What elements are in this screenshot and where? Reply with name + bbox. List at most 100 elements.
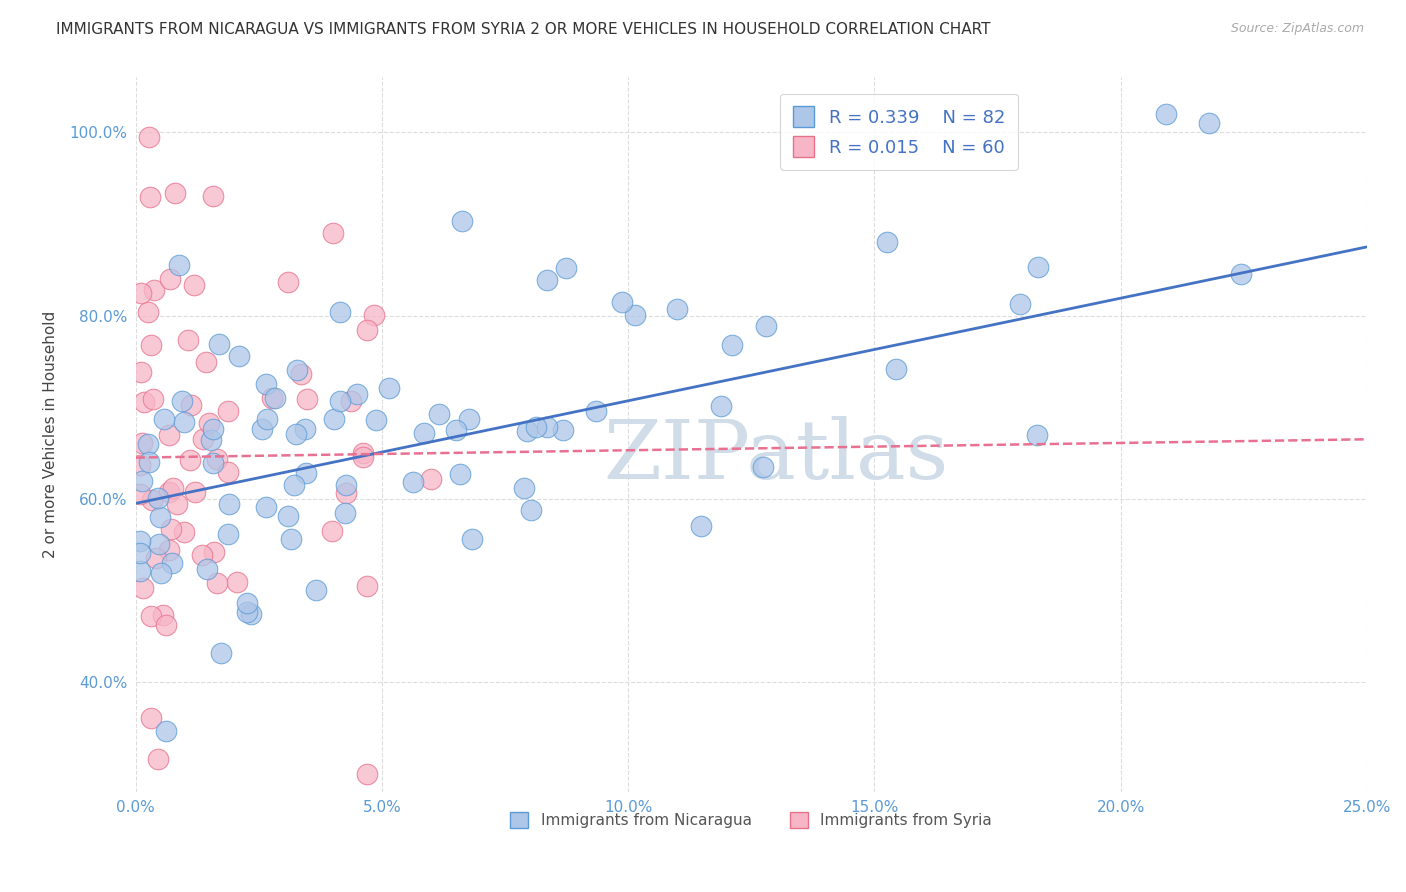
Point <box>217 465 239 479</box>
Point <box>236 596 259 610</box>
Point <box>277 275 299 289</box>
Text: Source: ZipAtlas.com: Source: ZipAtlas.com <box>1230 22 1364 36</box>
Point <box>585 404 607 418</box>
Point <box>217 403 239 417</box>
Point <box>205 452 228 467</box>
Point <box>228 349 250 363</box>
Point <box>138 455 160 469</box>
Point <box>451 214 474 228</box>
Point <box>159 522 181 536</box>
Point <box>191 548 214 562</box>
Point <box>280 532 302 546</box>
Point <box>329 305 352 319</box>
Point <box>294 466 316 480</box>
Point <box>129 533 152 548</box>
Point <box>155 723 177 738</box>
Point <box>322 226 344 240</box>
Point <box>149 566 172 581</box>
Point <box>208 336 231 351</box>
Point <box>254 377 277 392</box>
Point <box>139 337 162 351</box>
Point <box>260 391 283 405</box>
Point <box>412 426 434 441</box>
Y-axis label: 2 or more Vehicles in Household: 2 or more Vehicles in Household <box>44 311 58 558</box>
Point <box>335 478 357 492</box>
Point <box>516 425 538 439</box>
Point <box>554 261 576 276</box>
Point <box>146 491 169 506</box>
Point <box>1230 267 1253 281</box>
Point <box>157 485 180 500</box>
Point <box>263 391 285 405</box>
Point <box>624 308 647 322</box>
Point <box>129 366 152 380</box>
Point <box>1154 107 1177 121</box>
Point <box>290 368 312 382</box>
Point <box>138 129 160 144</box>
Point <box>513 482 536 496</box>
Point <box>420 472 443 486</box>
Point <box>666 301 689 316</box>
Point <box>524 420 547 434</box>
Point <box>194 355 217 369</box>
Point <box>131 436 153 450</box>
Point <box>138 305 160 319</box>
Point <box>136 437 159 451</box>
Text: IMMIGRANTS FROM NICARAGUA VS IMMIGRANTS FROM SYRIA 2 OR MORE VEHICLES IN HOUSEHO: IMMIGRANTS FROM NICARAGUA VS IMMIGRANTS … <box>56 22 991 37</box>
Point <box>335 485 357 500</box>
Point <box>166 497 188 511</box>
Point <box>129 286 152 301</box>
Point <box>283 478 305 492</box>
Point <box>378 381 401 395</box>
Point <box>254 500 277 515</box>
Point <box>277 508 299 523</box>
Point <box>145 551 167 566</box>
Point <box>129 487 152 501</box>
Point <box>173 524 195 539</box>
Point <box>148 537 170 551</box>
Point <box>162 556 184 570</box>
Point <box>346 386 368 401</box>
Point <box>402 475 425 489</box>
Point <box>131 474 153 488</box>
Point <box>352 445 374 459</box>
Point <box>710 399 733 413</box>
Point <box>163 186 186 201</box>
Legend: Immigrants from Nicaragua, Immigrants from Syria: Immigrants from Nicaragua, Immigrants fr… <box>503 806 998 834</box>
Point <box>356 323 378 337</box>
Point <box>427 407 450 421</box>
Point <box>152 411 174 425</box>
Point <box>179 453 201 467</box>
Point <box>149 509 172 524</box>
Point <box>207 576 229 591</box>
Point <box>356 766 378 780</box>
Point <box>202 545 225 559</box>
Point <box>146 752 169 766</box>
Point <box>236 605 259 619</box>
Point <box>285 427 308 442</box>
Point <box>200 433 222 447</box>
Point <box>321 524 343 538</box>
Point <box>180 398 202 412</box>
Point <box>721 338 744 352</box>
Point <box>198 416 221 430</box>
Point <box>172 393 194 408</box>
Point <box>364 412 387 426</box>
Point <box>446 423 468 437</box>
Point <box>1008 297 1031 311</box>
Point <box>157 543 180 558</box>
Point <box>323 412 346 426</box>
Point <box>167 258 190 272</box>
Point <box>177 334 200 348</box>
Point <box>152 608 174 623</box>
Point <box>461 533 484 547</box>
Point <box>218 497 240 511</box>
Point <box>449 467 471 482</box>
Point <box>250 422 273 436</box>
Point <box>141 492 163 507</box>
Point <box>553 423 575 437</box>
Point <box>1198 116 1220 130</box>
Point <box>352 450 374 465</box>
Point <box>1028 260 1050 274</box>
Point <box>129 564 152 578</box>
